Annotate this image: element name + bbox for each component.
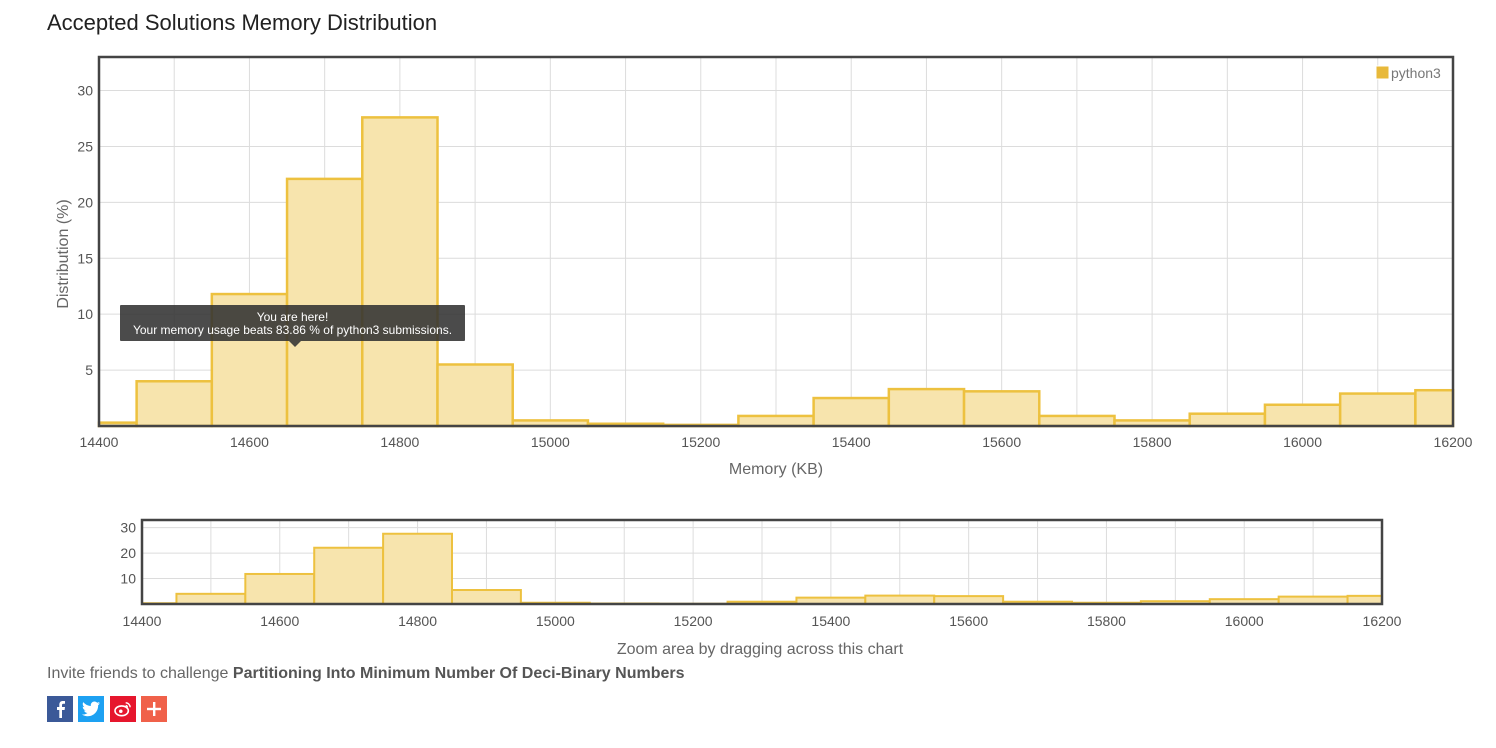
y-tick-label: 10	[77, 306, 93, 322]
histogram-bar[interactable]	[1188, 412, 1267, 428]
histogram-bar	[864, 594, 936, 605]
x-tick-label: 14400	[123, 613, 162, 629]
main-chart[interactable]: 14400 14600 14800 15000 15200 15400 15600 15800…	[0, 0, 1496, 490]
y-axis-label: Distribution (%)	[55, 199, 72, 308]
histogram-bar[interactable]	[361, 116, 439, 428]
facebook-share-button[interactable]	[47, 696, 73, 722]
x-tick-label: 16000	[1225, 613, 1264, 629]
histogram-bar[interactable]	[812, 396, 891, 428]
histogram-bar	[451, 589, 522, 605]
invite-prefix: Invite friends to challenge	[47, 665, 233, 682]
navigator-chart[interactable]: 14400 14600 14800 15000 15200 15400 15600 15800…	[0, 490, 1496, 660]
x-tick-label: 14600	[230, 434, 269, 450]
navigator-x-ticks: 14400 14600 14800 15000 15200 15400 15600 15800…	[123, 613, 1402, 629]
main-y-ticks: 5 10 15 20 25 30	[77, 83, 93, 379]
main-grid	[98, 57, 1454, 426]
x-tick-label: 15600	[949, 613, 988, 629]
histogram-bar[interactable]	[737, 414, 815, 428]
twitter-share-button[interactable]	[78, 696, 104, 722]
x-tick-label: 14600	[260, 613, 299, 629]
y-tick-label: 30	[77, 83, 93, 99]
x-tick-label: 15800	[1133, 434, 1172, 450]
histogram-bar	[313, 546, 385, 606]
y-tick-label: 20	[120, 545, 136, 561]
histogram-bar[interactable]	[962, 390, 1041, 428]
tooltip-arrow	[289, 341, 301, 347]
x-tick-label: 16200	[1363, 613, 1402, 629]
you-are-here-tooltip: You are here! Your memory usage beats 83…	[120, 305, 465, 347]
x-tick-label: 15000	[536, 613, 575, 629]
x-tick-label: 14800	[398, 613, 437, 629]
x-tick-label: 15200	[674, 613, 713, 629]
main-plot-frame	[97, 55, 1455, 428]
histogram-bar[interactable]	[1414, 388, 1455, 428]
legend-label[interactable]: python3	[1391, 65, 1441, 81]
histogram-bar[interactable]	[887, 387, 966, 428]
tooltip-title: You are here!	[256, 310, 329, 324]
facebook-icon	[57, 701, 65, 718]
histogram-bar[interactable]	[1038, 414, 1116, 428]
add-icon	[147, 702, 161, 716]
x-tick-label: 15400	[832, 434, 871, 450]
legend-swatch[interactable]	[1375, 65, 1390, 80]
chart-title: Accepted Solutions Memory Distribution	[47, 10, 438, 35]
histogram-bar	[244, 572, 316, 605]
tooltip-text: Your memory usage beats 83.86 % of pytho…	[132, 323, 453, 337]
more-share-button[interactable]	[141, 696, 167, 722]
x-tick-label: 16200	[1434, 434, 1473, 450]
histogram-bar[interactable]	[135, 380, 214, 428]
histogram-bar	[382, 532, 453, 606]
x-tick-label: 15000	[531, 434, 570, 450]
x-tick-label: 14800	[380, 434, 419, 450]
x-tick-label: 15400	[811, 613, 850, 629]
x-tick-label: 14400	[80, 434, 119, 450]
weibo-icon	[114, 702, 131, 717]
y-tick-label: 5	[85, 362, 93, 378]
x-axis-label: Memory (KB)	[729, 461, 823, 478]
twitter-icon	[82, 701, 100, 717]
weibo-share-button[interactable]	[110, 696, 136, 722]
y-tick-label: 25	[77, 138, 93, 154]
invite-text: Invite friends to challenge Partitioning…	[47, 665, 684, 683]
histogram-bar[interactable]	[1263, 403, 1342, 428]
y-tick-label: 20	[77, 194, 93, 210]
histogram-bar[interactable]	[1338, 392, 1417, 428]
main-x-ticks: 14400 14600 14800 15000 15200 15400 15600 15800…	[80, 434, 1473, 450]
zoom-hint-label: Zoom area by dragging across this chart	[617, 641, 904, 658]
histogram-bar	[175, 592, 247, 605]
y-tick-label: 30	[120, 520, 136, 536]
y-tick-label: 15	[77, 250, 93, 266]
x-tick-label: 15800	[1087, 613, 1126, 629]
navigator-y-ticks: 10 20 30	[120, 520, 136, 587]
problem-name[interactable]: Partitioning Into Minimum Number Of Deci…	[232, 665, 685, 682]
navigator-frame[interactable]	[140, 518, 1384, 606]
x-tick-label: 16000	[1283, 434, 1322, 450]
histogram-bar[interactable]	[436, 363, 514, 428]
y-tick-label: 10	[120, 571, 136, 587]
x-tick-label: 15200	[681, 434, 720, 450]
histogram-bar[interactable]	[285, 177, 364, 428]
x-tick-label: 15600	[982, 434, 1021, 450]
